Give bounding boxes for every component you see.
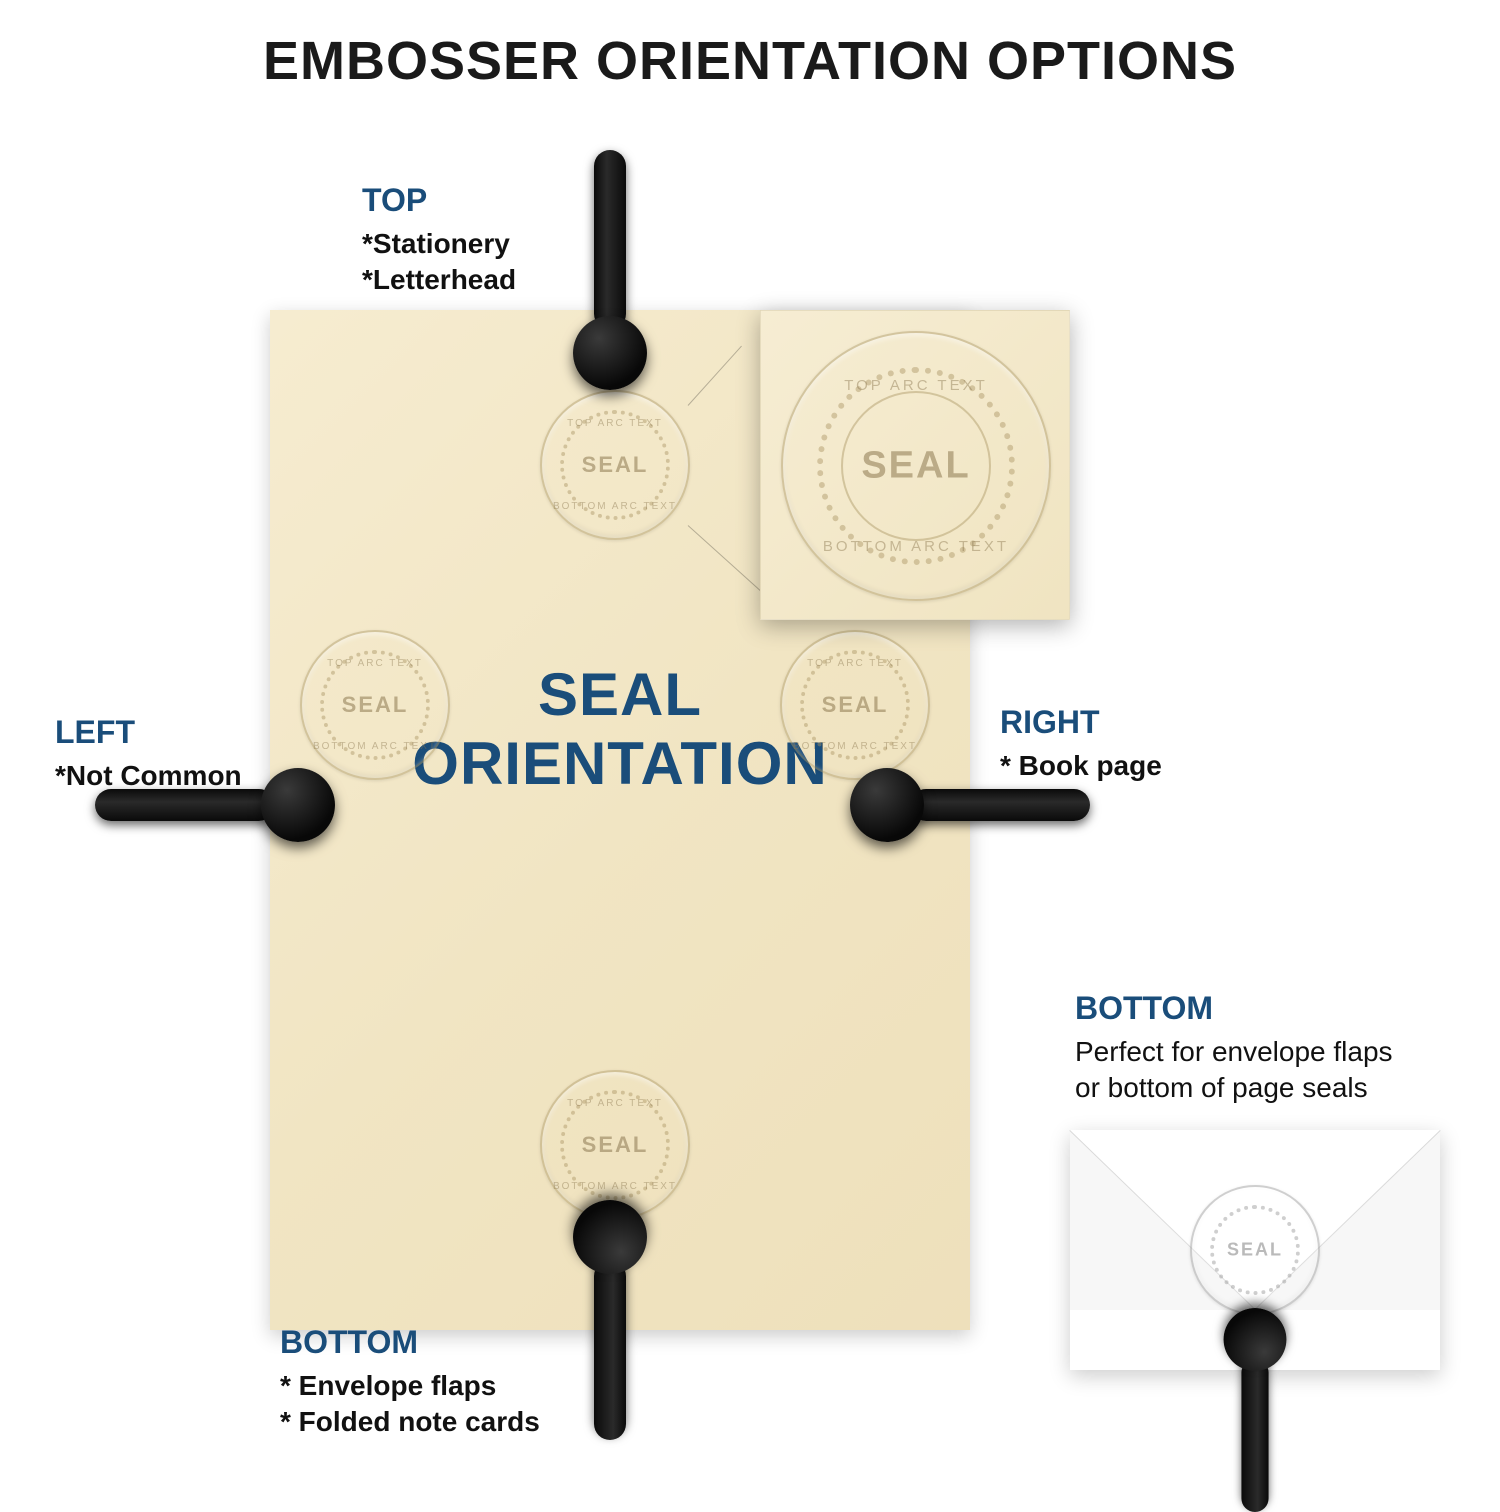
seal-bottom: TOP ARC TEXT SEAL BOTTOM ARC TEXT bbox=[540, 1070, 690, 1220]
label-left-line-1: *Not Common bbox=[55, 758, 242, 794]
seal-zoom-inset: TOP ARC TEXT SEAL BOTTOM ARC TEXT bbox=[760, 310, 1070, 620]
label-top-head: TOP bbox=[362, 180, 516, 222]
seal-arc-bottom: BOTTOM ARC TEXT bbox=[823, 538, 1009, 555]
label-top: TOP *Stationery *Letterhead bbox=[362, 180, 516, 298]
seal-arc-top: TOP ARC TEXT bbox=[844, 377, 988, 394]
label-right-line-1: * Book page bbox=[1000, 748, 1162, 784]
embosser-top bbox=[580, 150, 640, 390]
label-left: LEFT *Not Common bbox=[55, 712, 242, 794]
seal-left: TOP ARC TEXT SEAL BOTTOM ARC TEXT bbox=[300, 630, 450, 780]
label-bottom-line-2: * Folded note cards bbox=[280, 1404, 540, 1440]
label-bottom-envelope: BOTTOM Perfect for envelope flaps or bot… bbox=[1075, 988, 1393, 1106]
label-top-line-2: *Letterhead bbox=[362, 262, 516, 298]
label-bottom: BOTTOM * Envelope flaps * Folded note ca… bbox=[280, 1322, 540, 1440]
seal-arc-top: TOP ARC TEXT bbox=[567, 418, 663, 429]
embosser-bottom bbox=[580, 1200, 640, 1440]
label-right-head: RIGHT bbox=[1000, 702, 1162, 744]
label-bottom-head: BOTTOM bbox=[280, 1322, 540, 1364]
seal-top: TOP ARC TEXT SEAL BOTTOM ARC TEXT bbox=[540, 390, 690, 540]
label-bottom-line-1: * Envelope flaps bbox=[280, 1368, 540, 1404]
infographic-stage: EMBOSSER ORIENTATION OPTIONS SEAL ORIENT… bbox=[0, 0, 1500, 1500]
page-title: EMBOSSER ORIENTATION OPTIONS bbox=[0, 30, 1500, 92]
label-bottom-envelope-line-1: Perfect for envelope flaps bbox=[1075, 1034, 1393, 1070]
label-right: RIGHT * Book page bbox=[1000, 702, 1162, 784]
embosser-right bbox=[850, 775, 1090, 835]
seal-zoom: TOP ARC TEXT SEAL BOTTOM ARC TEXT bbox=[781, 331, 1051, 601]
seal-center-text: SEAL bbox=[582, 452, 649, 478]
seal-envelope: SEAL bbox=[1190, 1185, 1320, 1315]
paper-center-label: SEAL ORIENTATION bbox=[412, 660, 827, 798]
label-left-head: LEFT bbox=[55, 712, 242, 754]
seal-arc-bottom: BOTTOM ARC TEXT bbox=[553, 501, 677, 512]
seal-right: TOP ARC TEXT SEAL BOTTOM ARC TEXT bbox=[780, 630, 930, 780]
embosser-envelope bbox=[1230, 1308, 1281, 1512]
seal-center-text: SEAL bbox=[861, 445, 970, 488]
label-bottom-envelope-head: BOTTOM bbox=[1075, 988, 1393, 1030]
label-top-line-1: *Stationery bbox=[362, 226, 516, 262]
label-bottom-envelope-line-2: or bottom of page seals bbox=[1075, 1070, 1393, 1106]
